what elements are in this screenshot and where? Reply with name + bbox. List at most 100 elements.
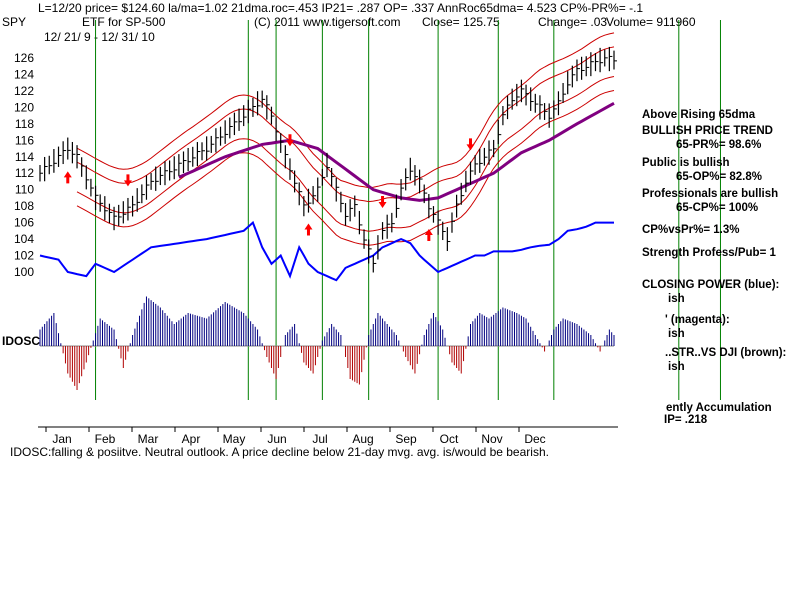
price-bar bbox=[252, 97, 256, 117]
price-bar bbox=[580, 56, 585, 80]
month-labels: Jan Feb Mar Apr May Jun Jul Aug Sep Oct Nov Dec bbox=[45, 427, 546, 446]
price-bar bbox=[571, 65, 576, 88]
month-label: Apr bbox=[182, 432, 201, 446]
price-bar bbox=[219, 126, 224, 146]
price-bar bbox=[67, 137, 71, 160]
price-bar bbox=[451, 212, 455, 233]
change-label: Change= .03 bbox=[538, 15, 607, 29]
price-bar bbox=[456, 194, 460, 218]
price-bar bbox=[155, 166, 159, 191]
signal-arrows bbox=[63, 134, 475, 241]
price-bar bbox=[164, 161, 168, 186]
upper-band-outer bbox=[76, 32, 615, 189]
price-bar bbox=[423, 184, 428, 204]
price-bar bbox=[335, 177, 340, 202]
month-label: Jun bbox=[267, 432, 286, 446]
price-bar bbox=[613, 50, 617, 70]
y-tick-label: 112 bbox=[15, 166, 34, 180]
up-arrow bbox=[63, 171, 72, 184]
y-tick-label: 108 bbox=[14, 199, 34, 213]
price-bar bbox=[48, 155, 53, 175]
price-bar bbox=[182, 151, 187, 174]
side-panel-line: Public is bullish bbox=[642, 157, 730, 169]
price-bar bbox=[118, 204, 122, 226]
down-arrow bbox=[123, 174, 132, 187]
side-panel-line: 65-OP%= 82.8% bbox=[676, 171, 762, 183]
price-bar bbox=[567, 71, 571, 95]
price-bar bbox=[53, 148, 57, 173]
y-axis-ticks: 100 102 104 106 108 110 112 114 116 118 120 122 124 1… bbox=[14, 51, 34, 279]
side-panel-line: 65-PR%= 98.6% bbox=[676, 139, 761, 151]
price-bar bbox=[331, 168, 335, 187]
price-bar bbox=[377, 235, 381, 260]
price-bar bbox=[293, 170, 298, 193]
price-bar bbox=[405, 168, 409, 191]
price-bar bbox=[284, 145, 289, 169]
price-bar bbox=[173, 156, 178, 180]
name-label: ETF for SP-500 bbox=[82, 15, 166, 29]
price-bar bbox=[483, 147, 488, 166]
price-bar bbox=[534, 93, 539, 113]
price-bar bbox=[256, 91, 261, 116]
price-bars bbox=[39, 46, 617, 273]
price-bar bbox=[159, 166, 164, 186]
month-label: Jan bbox=[52, 432, 71, 446]
closing-power-path bbox=[39, 220, 614, 282]
price-bar bbox=[391, 212, 395, 233]
price-bar bbox=[90, 178, 94, 197]
price-bar bbox=[169, 160, 173, 181]
price-bar bbox=[312, 186, 317, 205]
price-bar bbox=[590, 52, 594, 77]
y-tick-label: 118 bbox=[15, 117, 34, 131]
y-tick-label: 110 bbox=[15, 183, 34, 197]
price-bar bbox=[145, 175, 150, 200]
up-arrow bbox=[304, 223, 313, 236]
price-bar bbox=[201, 142, 206, 161]
price-bar bbox=[266, 95, 270, 120]
price-bar bbox=[238, 108, 243, 131]
price-bar bbox=[233, 112, 238, 136]
y-tick-label: 100 bbox=[14, 265, 34, 279]
price-bar bbox=[326, 152, 330, 178]
price-bar bbox=[465, 170, 469, 193]
price-bar bbox=[506, 95, 511, 120]
price-bar bbox=[585, 56, 590, 77]
price-bar bbox=[71, 141, 76, 164]
price-bar bbox=[539, 95, 543, 120]
price-bar bbox=[340, 191, 344, 213]
idosc-histogram bbox=[39, 296, 615, 390]
price-bar bbox=[372, 255, 377, 273]
month-label: Dec bbox=[524, 432, 545, 446]
price-bar bbox=[497, 119, 502, 145]
price-bar bbox=[280, 133, 284, 153]
price-bar bbox=[317, 177, 321, 202]
price-bar bbox=[386, 214, 391, 239]
price-bar bbox=[409, 157, 414, 181]
price-bar bbox=[44, 156, 48, 182]
idosc-label: IDOSC bbox=[2, 334, 40, 348]
price-bar bbox=[428, 194, 432, 219]
price-bar bbox=[400, 179, 405, 201]
side-panel-line: ish bbox=[668, 328, 685, 340]
price-bar bbox=[562, 82, 567, 103]
price-bar bbox=[85, 165, 90, 190]
price-bar bbox=[94, 185, 99, 211]
price-bar bbox=[363, 229, 368, 249]
price-bar bbox=[368, 239, 372, 264]
price-bar bbox=[548, 103, 553, 128]
month-label: Oct bbox=[440, 432, 459, 446]
price-bar bbox=[108, 203, 113, 224]
price-bar bbox=[192, 146, 196, 167]
price-bar bbox=[178, 154, 182, 176]
price-bar bbox=[479, 148, 483, 173]
y-tick-label: 120 bbox=[14, 100, 34, 114]
price-bar bbox=[150, 173, 155, 190]
price-bar bbox=[557, 91, 562, 116]
price-bar bbox=[608, 46, 613, 72]
price-bar bbox=[469, 161, 474, 185]
down-arrow bbox=[378, 196, 387, 209]
band-lines bbox=[76, 32, 615, 246]
date-range-label: 12/ 21/ 9 - 12/ 31/ 10 bbox=[44, 30, 155, 44]
price-bar bbox=[520, 79, 525, 103]
footer-text: IDOSC:falling & posiitve. Neutral outloo… bbox=[10, 445, 549, 459]
